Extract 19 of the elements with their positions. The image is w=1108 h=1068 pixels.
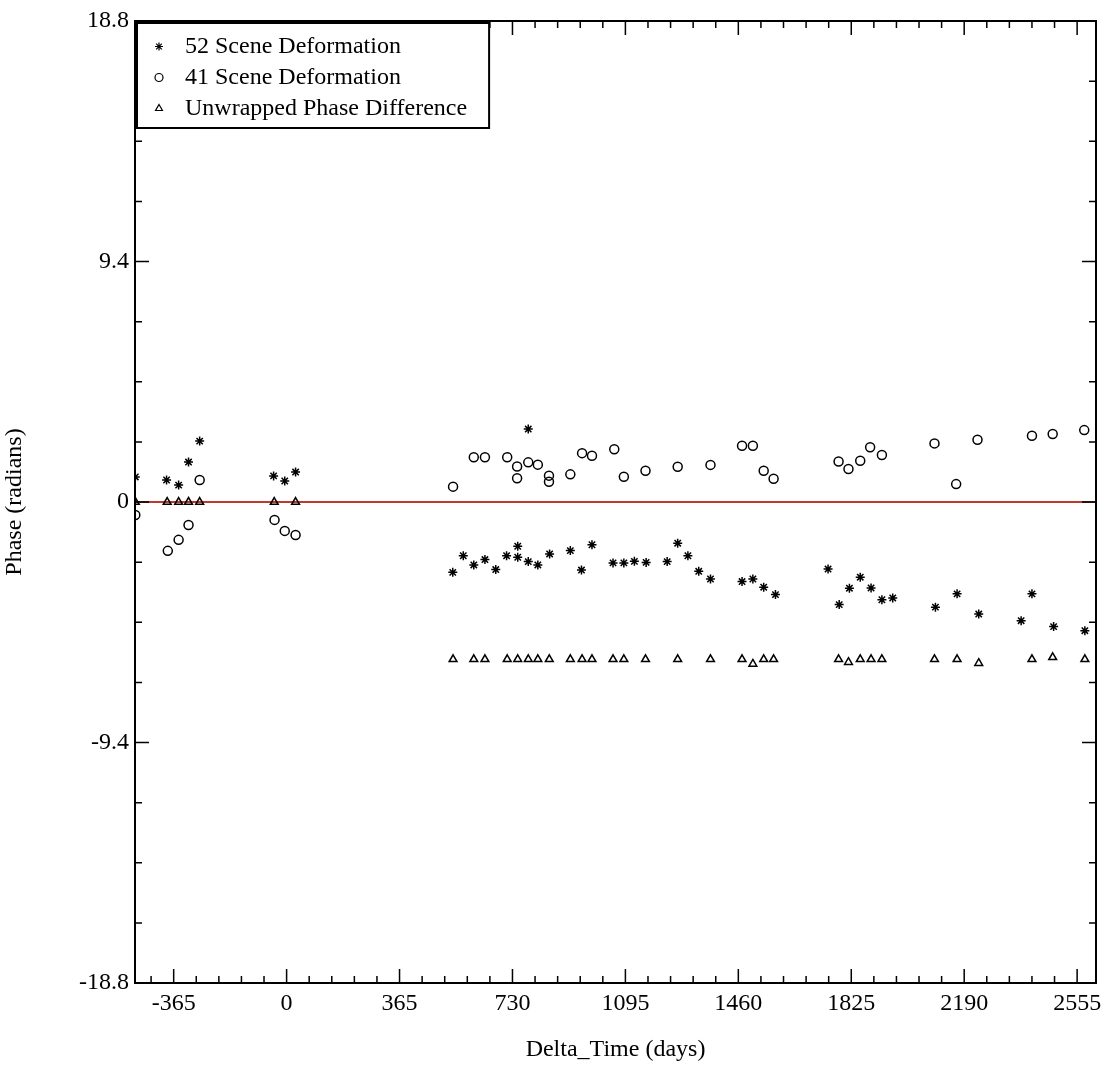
legend-label: Unwrapped Phase Difference — [185, 93, 468, 120]
y-tick-label: 9.4 — [99, 246, 129, 273]
x-tick-label: 1460 — [714, 988, 763, 1015]
y-tick-label: -9.4 — [91, 727, 129, 754]
legend-label: 41 Scene Deformation — [185, 62, 401, 89]
x-tick-label: 1825 — [827, 988, 876, 1015]
x-tick-label: 2555 — [1053, 988, 1102, 1015]
y-tick-label: -18.8 — [79, 968, 129, 995]
y-tick-label: 18.8 — [87, 6, 129, 33]
x-tick-label: 0 — [280, 988, 293, 1015]
x-tick-label: 1095 — [601, 988, 650, 1015]
y-tick-label: 0 — [117, 487, 129, 514]
x-tick-label: 730 — [494, 988, 531, 1015]
x-tick-label: 365 — [381, 988, 418, 1015]
x-axis-title: Delta_Time (days) — [525, 1034, 706, 1061]
y-axis-title: Phase (radians) — [0, 428, 26, 576]
x-tick-label: -365 — [151, 988, 196, 1015]
legend-label: 52 Scene Deformation — [185, 31, 401, 58]
x-tick-label: 2190 — [940, 988, 989, 1015]
